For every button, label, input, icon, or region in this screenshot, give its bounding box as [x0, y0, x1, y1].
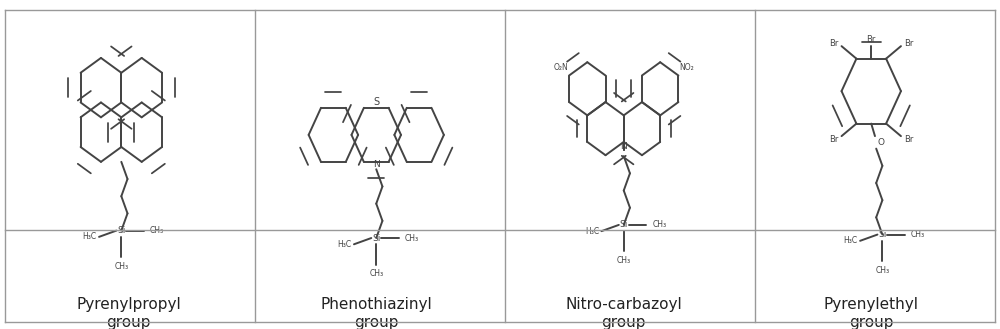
Text: NO₂: NO₂ — [679, 63, 694, 72]
Text: Br: Br — [829, 135, 839, 144]
Text: H₃C: H₃C — [337, 240, 352, 249]
Text: N: N — [620, 142, 627, 151]
Text: Nitro-carbazoyl
group: Nitro-carbazoyl group — [565, 297, 682, 329]
Text: Si: Si — [117, 226, 126, 235]
Text: CH₃: CH₃ — [369, 269, 383, 278]
Text: Pyrenylpropyl
group: Pyrenylpropyl group — [76, 297, 181, 329]
Text: N: N — [373, 160, 380, 169]
Text: Si: Si — [372, 234, 380, 242]
Text: Br: Br — [867, 36, 876, 44]
Text: CH₃: CH₃ — [617, 256, 631, 265]
Text: CH₃: CH₃ — [875, 266, 889, 275]
Text: Si: Si — [620, 220, 628, 229]
Text: CH₃: CH₃ — [150, 226, 164, 235]
Text: S: S — [373, 97, 379, 107]
Text: H₃C: H₃C — [844, 236, 858, 245]
Text: Pyrenylethyl
group: Pyrenylethyl group — [824, 297, 919, 329]
Text: Si: Si — [878, 230, 887, 239]
Text: Br: Br — [904, 135, 913, 144]
Text: CH₃: CH₃ — [911, 230, 925, 239]
Text: O: O — [878, 138, 885, 147]
Text: CH₃: CH₃ — [652, 220, 666, 229]
Text: Br: Br — [829, 38, 839, 47]
Text: O₂N: O₂N — [554, 63, 568, 72]
Text: CH₃: CH₃ — [405, 234, 419, 242]
Text: Phenothiazinyl
group: Phenothiazinyl group — [320, 297, 432, 329]
Text: H₃C: H₃C — [82, 232, 97, 241]
Text: Br: Br — [904, 38, 913, 47]
Text: H₃C: H₃C — [585, 227, 599, 236]
Text: CH₃: CH₃ — [114, 262, 128, 271]
